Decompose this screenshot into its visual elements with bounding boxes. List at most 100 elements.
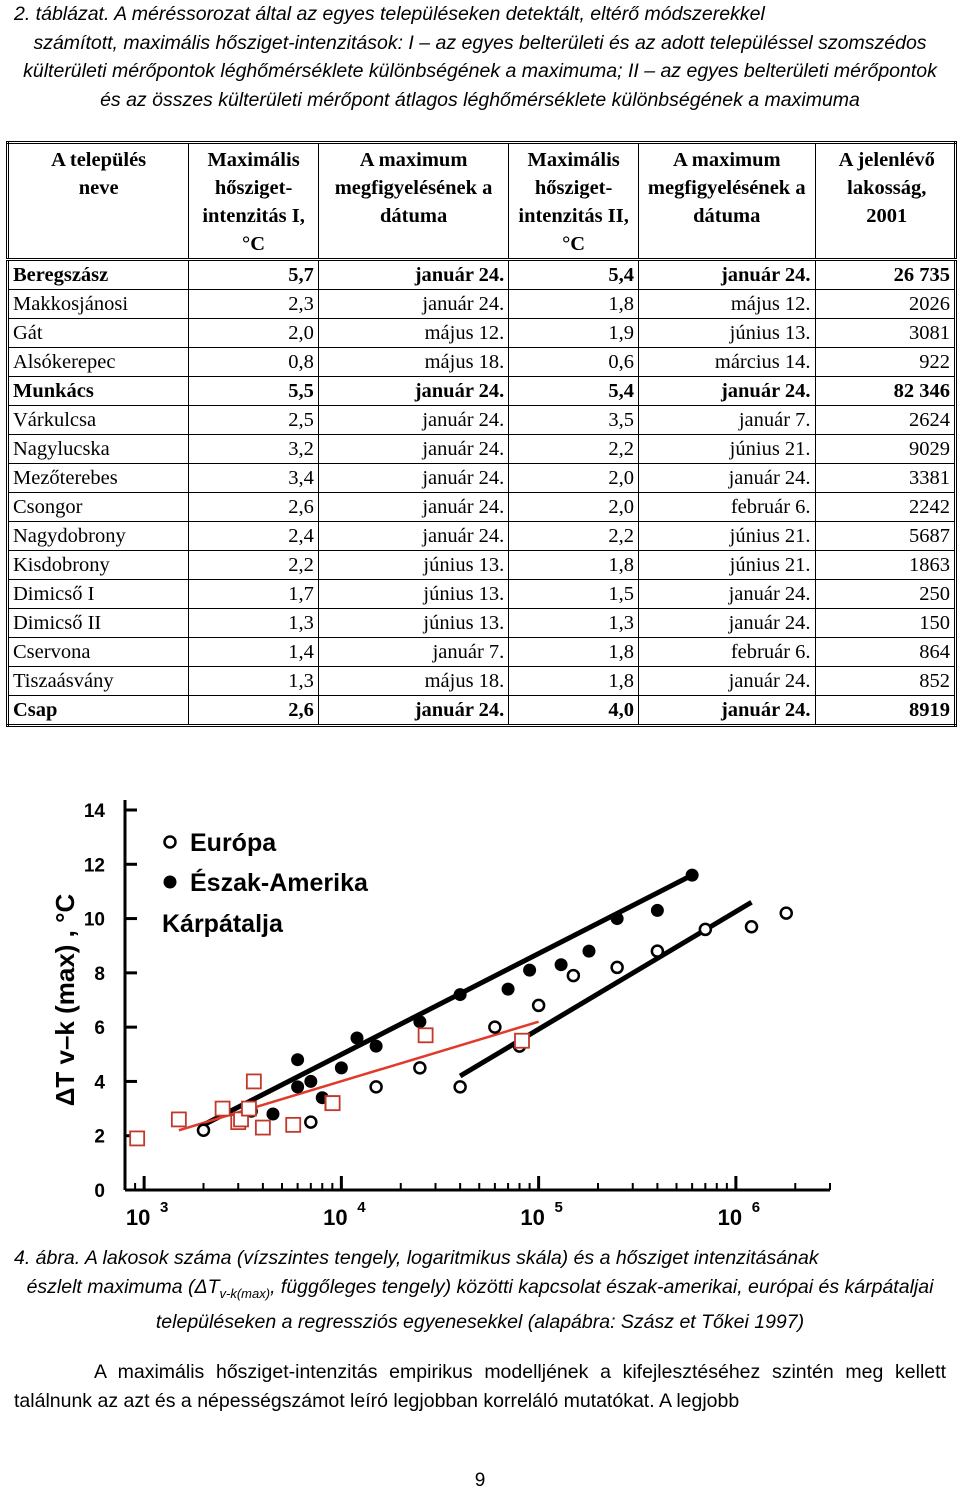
cell-date-ii: február 6. — [637, 637, 816, 667]
data-point — [698, 922, 713, 937]
legend-label: Európa — [190, 829, 277, 857]
cell-pop: 82 346 — [814, 376, 957, 406]
cell-date-i: május 12. — [317, 318, 510, 348]
table-row: Nagylucska 3,2 január 24. 2,2 június 21. 9029 — [6, 434, 957, 464]
cell-date-ii: március 14. — [637, 347, 816, 377]
legend-label: Kárpátalja — [162, 910, 284, 938]
figure: 0 2 4 6 8 10 12 14 10 3 10 4 10 5 10 6 ΔT v–k (max) , °C… — [40, 790, 900, 1230]
y-tick-label: 2 — [94, 1127, 105, 1148]
cell-date-ii: január 24. — [637, 463, 816, 493]
cell-pop: 852 — [814, 666, 957, 696]
legend-marker — [163, 875, 177, 889]
cell-ii: 5,4 — [508, 258, 639, 290]
column-header-3: Maximális hősziget-intenzitás II, °C — [508, 142, 639, 260]
figure-caption-subscript: v-k(max) — [219, 1285, 271, 1301]
cell-pop: 150 — [814, 608, 957, 638]
table-row: Munkács 5,5 január 24. 5,4 január 24. 82 346 — [6, 376, 957, 406]
column-header-0: A település neve — [6, 142, 190, 260]
cell-name: Dimicső I — [6, 579, 190, 609]
x-tick-exponent: 5 — [554, 1199, 562, 1216]
y-tick-label: 8 — [94, 964, 105, 985]
data-point — [324, 1095, 341, 1112]
cell-date-i: január 24. — [317, 405, 510, 435]
cell-name: Gát — [6, 318, 190, 348]
data-point — [285, 1116, 302, 1133]
cell-date-ii: június 13. — [637, 318, 816, 348]
cell-date-ii: május 12. — [637, 289, 816, 319]
data-point — [523, 963, 537, 977]
cell-date-i: május 18. — [317, 347, 510, 377]
data-point — [291, 1053, 305, 1067]
series-eur-pa — [196, 906, 793, 1138]
y-tick-label: 6 — [94, 1018, 105, 1039]
cell-ii: 3,5 — [508, 405, 639, 435]
data-table: A település neve Maximális hősziget-inten… — [6, 141, 957, 727]
data-point — [304, 1115, 318, 1129]
cell-name: Alsókerepec — [6, 347, 190, 377]
cell-ii: 5,4 — [508, 376, 639, 406]
data-point — [304, 1074, 318, 1088]
table-row: Csongor 2,6 január 24. 2,0 február 6. 2242 — [6, 492, 957, 522]
body-paragraph: A maximális hősziget-intenzitás empiriku… — [14, 1361, 946, 1412]
x-tick-label: 10 — [323, 1205, 347, 1230]
data-point — [266, 1107, 280, 1121]
x-tick-label: 10 — [718, 1205, 742, 1230]
cell-pop: 864 — [814, 637, 957, 667]
table-row: Beregszász 5,7 január 24. 5,4 január 24. 26 7… — [6, 258, 957, 290]
data-point — [413, 1015, 427, 1029]
cell-date-i: január 24. — [317, 289, 510, 319]
column-header-5: A jelenlévő lakosság, 2001 — [814, 142, 957, 260]
column-header-2: A maximum megfigyelésének a dátuma — [317, 142, 510, 260]
data-point — [129, 1130, 146, 1147]
cell-date-i: január 24. — [317, 463, 510, 493]
cell-date-ii: január 24. — [637, 608, 816, 638]
figure-caption: 4. ábra. A lakosok száma (vízszintes ten… — [14, 1244, 946, 1336]
cell-i: 2,2 — [188, 550, 319, 580]
data-point — [650, 903, 664, 917]
legend-marker — [163, 835, 177, 849]
cell-i: 3,2 — [188, 434, 319, 464]
table-row: Gát 2,0 május 12. 1,9 június 13. 3081 — [6, 318, 957, 348]
data-point — [214, 1100, 231, 1117]
cell-name: Mezőterebes — [6, 463, 190, 493]
cell-ii: 2,2 — [508, 521, 639, 551]
cell-pop: 1863 — [814, 550, 957, 580]
scatter-chart: 0 2 4 6 8 10 12 14 10 3 10 4 10 5 10 6 ΔT v–k (max) , °C… — [50, 800, 831, 1230]
cell-date-i: május 18. — [317, 666, 510, 696]
cell-i: 2,6 — [188, 492, 319, 522]
cell-name: Munkács — [6, 376, 190, 406]
cell-i: 1,3 — [188, 608, 319, 638]
data-point — [453, 1080, 467, 1094]
column-header-4: A maximum megfigyelésének a dátuma — [637, 142, 816, 260]
cell-date-i: január 7. — [317, 637, 510, 667]
table-row: Kisdobrony 2,2 június 13. 1,8 június 21. 1863 — [6, 550, 957, 580]
table-row: Mezőterebes 3,4 január 24. 2,0 január 24. 338… — [6, 463, 957, 493]
data-point — [582, 944, 596, 958]
series-k-rp-talja — [129, 1027, 530, 1147]
cell-date-i: január 24. — [317, 376, 510, 406]
cell-date-ii: január 24. — [637, 376, 816, 406]
table-body: Beregszász 5,7 január 24. 5,4 január 24. 26 7… — [6, 258, 957, 726]
data-point — [501, 982, 515, 996]
cell-date-ii: január 7. — [637, 405, 816, 435]
cell-date-i: január 24. — [317, 521, 510, 551]
cell-name: Csongor — [6, 492, 190, 522]
cell-ii: 1,8 — [508, 550, 639, 580]
data-point — [417, 1027, 434, 1044]
table-caption-rest: számított, maximális hősziget-intenzitás… — [23, 31, 937, 111]
cell-name: Várkulcsa — [6, 405, 190, 435]
table-row: Alsókerepec 0,8 május 18. 0,6 március 14. 922 — [6, 347, 957, 377]
data-point — [413, 1061, 427, 1075]
column-header-1: Maximális hősziget-intenzitás I, °C — [188, 142, 319, 260]
cell-date-i: június 13. — [317, 608, 510, 638]
table-row: Dimicső II 1,3 június 13. 1,3 január 24. 150 — [6, 608, 957, 638]
data-point — [650, 944, 665, 958]
data-point — [350, 1031, 364, 1045]
cell-ii: 1,3 — [508, 608, 639, 638]
data-point — [514, 1032, 530, 1049]
cell-pop: 9029 — [814, 434, 957, 464]
cell-date-ii: január 24. — [637, 695, 816, 726]
data-point — [245, 1073, 262, 1090]
page-number: 9 — [474, 1470, 486, 1491]
cell-i: 2,0 — [188, 318, 319, 348]
